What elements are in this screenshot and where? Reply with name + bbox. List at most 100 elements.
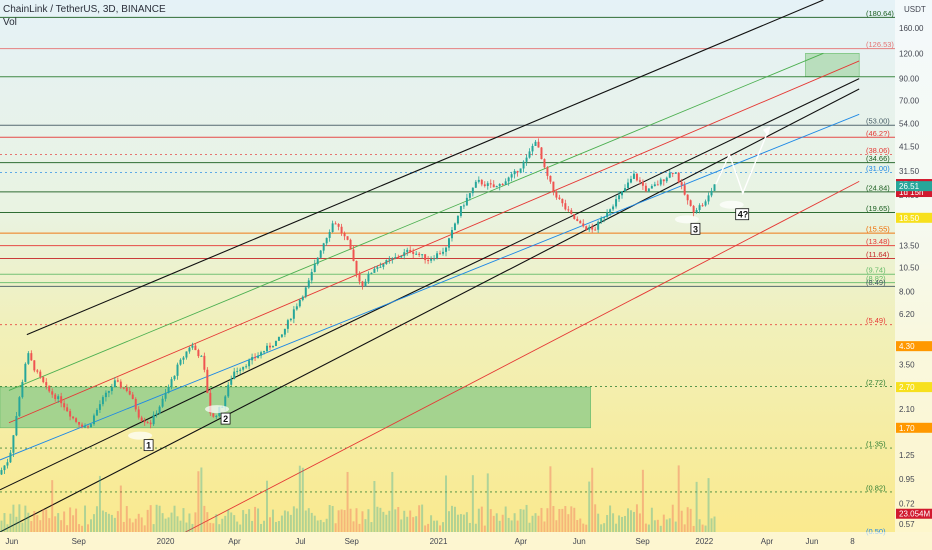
volume-bar: [409, 510, 412, 532]
projection-path: [715, 126, 771, 196]
candle-body: [57, 396, 60, 400]
candle-body: [606, 212, 609, 217]
candle-body: [647, 188, 650, 192]
volume-bar: [364, 519, 367, 532]
candle-body: [465, 197, 468, 206]
volume-bar: [343, 510, 346, 532]
candle-body: [286, 320, 289, 329]
candle-body: [69, 411, 72, 417]
volume-bar: [382, 511, 385, 532]
x-tick-label: Apr: [515, 537, 528, 546]
volume-bar: [552, 505, 555, 532]
volume-bar: [84, 505, 87, 532]
candle-body: [403, 252, 406, 257]
candle-body: [185, 351, 188, 358]
volume-bar: [436, 520, 439, 532]
volume-bar: [653, 520, 656, 532]
volume-bar: [433, 520, 436, 532]
volume-bar: [101, 510, 104, 532]
candle-body: [653, 184, 656, 187]
candle-body: [448, 238, 450, 248]
level-label: (0.82): [866, 483, 886, 492]
volume-bar: [310, 512, 313, 532]
volume-bar: [412, 517, 415, 532]
candle-body: [668, 172, 671, 178]
candle-body: [182, 357, 185, 360]
candle-body: [492, 184, 495, 188]
candle-body: [152, 414, 155, 425]
candle-body: [641, 181, 644, 186]
volume-bar: [519, 509, 522, 532]
volume-bar: [450, 505, 453, 532]
volume-bar: [194, 512, 197, 532]
candle-body: [95, 409, 98, 416]
volume-bar: [313, 515, 316, 532]
volume-bar: [480, 506, 483, 532]
time-axis-panel[interactable]: [0, 532, 932, 550]
volume-bar: [236, 521, 239, 532]
candle-body: [450, 229, 453, 239]
candle-body: [242, 366, 245, 370]
candle-body: [176, 364, 179, 376]
volume-bar: [421, 504, 424, 532]
volume-bar: [692, 525, 695, 532]
candle-body: [289, 318, 292, 321]
volume-bar: [51, 480, 54, 532]
candle-body: [397, 257, 400, 259]
volume-bar: [462, 514, 465, 532]
candle-body: [167, 386, 170, 393]
volume-bar: [322, 522, 325, 532]
volume-bar: [274, 521, 277, 532]
level-label: (11.64): [866, 250, 890, 259]
candle-body: [409, 249, 412, 252]
candle-body: [98, 404, 101, 410]
volume-bar: [585, 524, 588, 532]
volume-bar: [98, 475, 101, 532]
volume-bar: [149, 505, 152, 532]
price-axis-panel[interactable]: [895, 0, 932, 532]
price-tag: [896, 212, 932, 223]
candle-body: [615, 199, 618, 207]
candle-body: [406, 249, 409, 253]
candle-body: [618, 195, 621, 200]
candle-body: [713, 184, 716, 191]
candle-body: [576, 218, 579, 221]
x-axis: Jun Sep 2020 Apr Jul Sep 2021 Apr Jun Sep 2022 Apr J…: [5, 537, 855, 546]
candle-body: [412, 251, 415, 254]
candle-body: [125, 387, 128, 391]
volume-bar: [131, 522, 134, 532]
candle-body: [277, 336, 280, 341]
channels-layer: [0, 0, 860, 532]
volume-bar: [618, 515, 621, 532]
candle-body: [54, 394, 57, 400]
volume-bar: [543, 521, 546, 532]
volume-bar: [24, 505, 27, 532]
y-tick-label: 2.10: [899, 405, 915, 414]
candle-body: [462, 205, 465, 207]
y-tick-label: 54.00: [899, 120, 920, 129]
volume-bar: [164, 518, 167, 532]
x-tick-label: 2022: [695, 537, 713, 546]
candle-body: [224, 396, 227, 407]
x-tick-label: 2020: [157, 537, 175, 546]
volume-bar: [406, 516, 409, 532]
candle-body: [239, 369, 242, 371]
volume-bar: [301, 467, 304, 532]
candle-body: [269, 345, 271, 348]
volume-bar: [471, 475, 474, 532]
y-tick-label: 13.50: [899, 242, 920, 251]
volume-bar: [57, 513, 60, 532]
price-tag: [896, 508, 932, 519]
candle-body: [191, 345, 194, 348]
volume-bar: [528, 522, 531, 532]
candle-body: [30, 353, 33, 361]
volume-bar: [92, 514, 95, 532]
volume-bar: [340, 509, 343, 532]
candle-body: [513, 170, 516, 175]
volume-bar: [397, 507, 400, 532]
volume-bar: [277, 521, 280, 532]
volume-bar: [242, 510, 245, 532]
volume-bar: [525, 504, 528, 532]
volume-bar: [283, 510, 286, 532]
